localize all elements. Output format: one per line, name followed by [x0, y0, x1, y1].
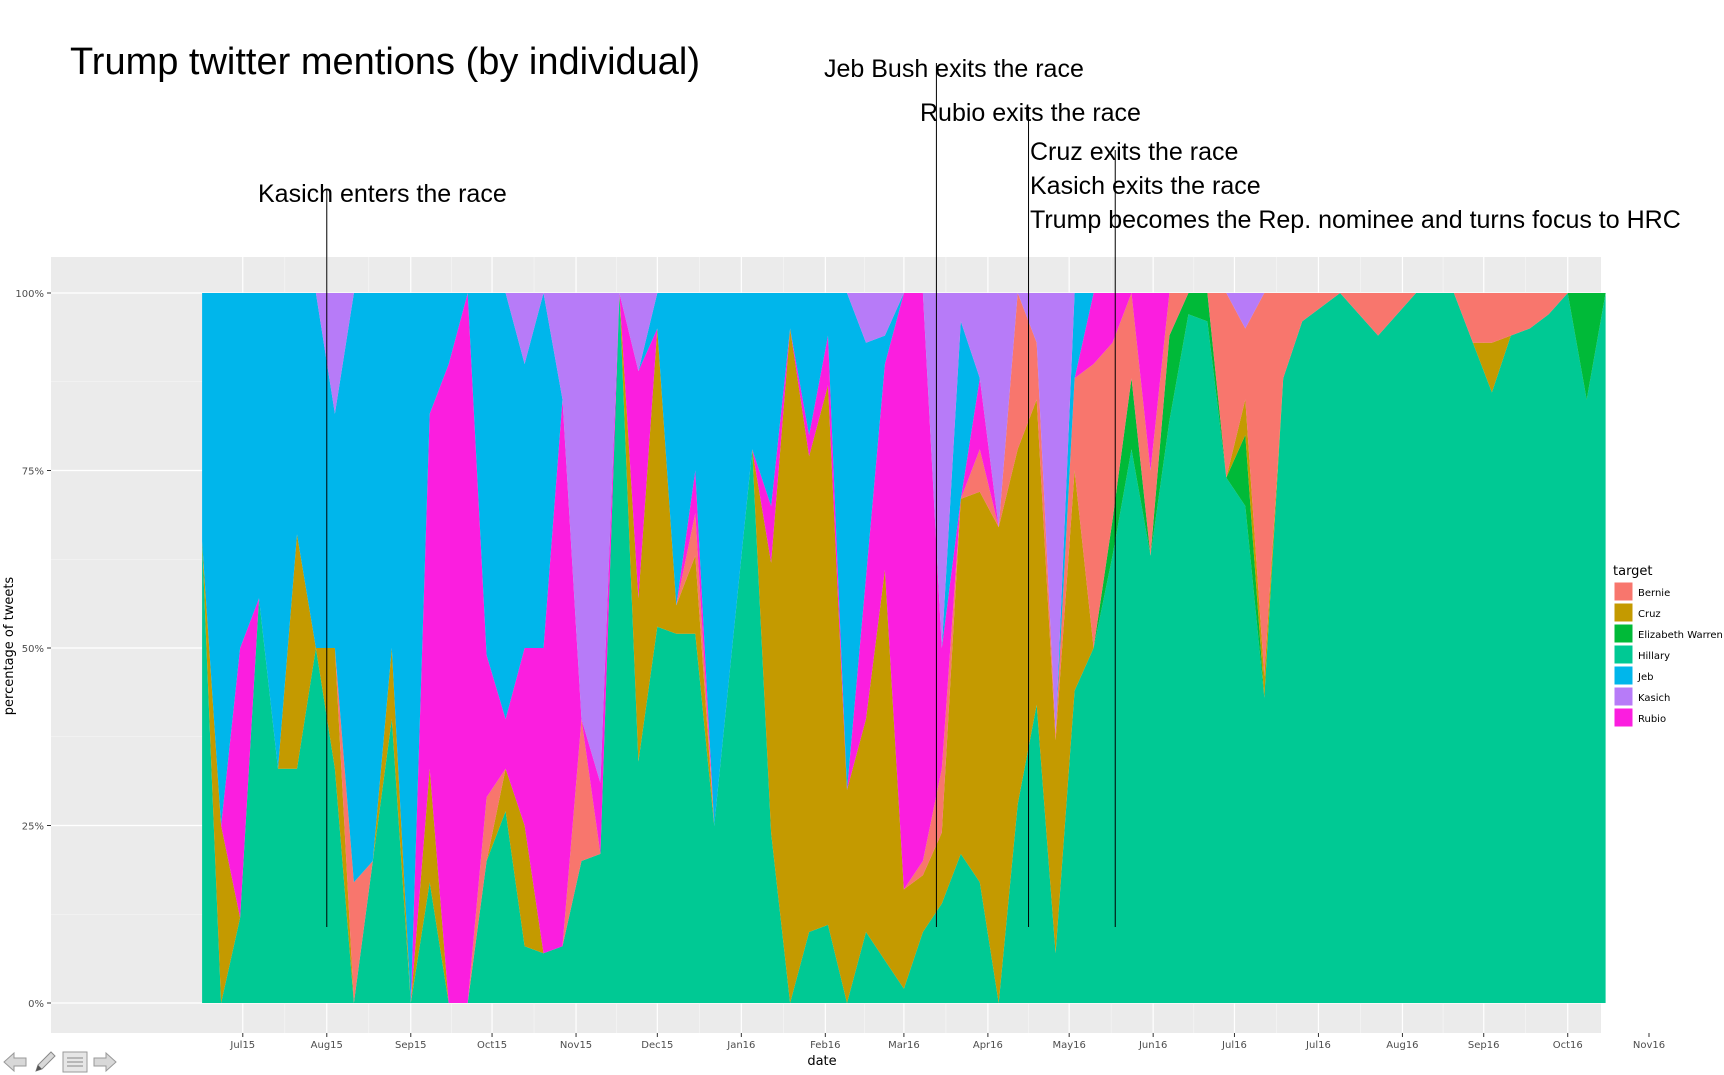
- x-tick-label-7: Feb16: [810, 1040, 840, 1051]
- legend-swatch-3: [1613, 644, 1634, 665]
- legend-swatch-4: [1613, 665, 1634, 686]
- x-axis-label: date: [807, 1054, 836, 1069]
- legend: target Bernie Cruz Elizabeth Warren Hillary…: [1613, 564, 1723, 728]
- chart-title: Trump twitter mentions (by individual): [70, 41, 700, 83]
- x-tick-label-4: Nov15: [560, 1040, 592, 1051]
- x-tick-label-8: Mar16: [888, 1040, 920, 1051]
- legend-swatch-0: [1613, 581, 1634, 602]
- legend-swatch-2: [1613, 623, 1634, 644]
- annotation-text-1-0: Jeb Bush exits the race: [824, 55, 1084, 83]
- y-tick-label-1: 25%: [22, 822, 44, 833]
- y-tick-label-4: 100%: [15, 289, 44, 300]
- arrow-left-icon[interactable]: [2, 1050, 28, 1074]
- legend-swatch-1: [1613, 602, 1634, 623]
- y-tick-label-3: 75%: [22, 467, 44, 478]
- area-hillary: [202, 293, 1606, 1003]
- annotations: Kasich enters the race Jeb Bush exits the…: [258, 55, 1681, 927]
- x-tick-label-9: Apr16: [973, 1040, 1003, 1051]
- slide-nav: [2, 1050, 118, 1074]
- y-tick-label-0: 0%: [28, 999, 44, 1010]
- legend-swatch-6: [1613, 707, 1634, 728]
- x-tick-label-0: Jul15: [229, 1040, 255, 1051]
- y-axis-label: percentage of tweets: [2, 577, 17, 716]
- x-tick-label-1: Aug15: [311, 1040, 343, 1051]
- annotation-text-3-0: Cruz exits the race: [1030, 138, 1238, 166]
- area-bernie: [202, 293, 1606, 1003]
- legend-label-6: Rubio: [1638, 714, 1666, 725]
- x-tick-label-5: Dec15: [641, 1040, 673, 1051]
- x-tick-label-15: Sep16: [1468, 1040, 1500, 1051]
- legend-swatch-5: [1613, 686, 1634, 707]
- x-tick-label-10: May16: [1052, 1040, 1085, 1051]
- x-tick-label-12: Jul16: [1221, 1040, 1247, 1051]
- legend-title: target: [1613, 564, 1653, 579]
- x-tick-label-16: Oct16: [1553, 1040, 1583, 1051]
- x-tick-label-3: Oct15: [477, 1040, 507, 1051]
- legend-label-5: Kasich: [1638, 693, 1670, 704]
- legend-label-0: Bernie: [1638, 588, 1670, 599]
- x-tick-label-13: Jul16: [1305, 1040, 1331, 1051]
- area-jeb: [202, 293, 1606, 1003]
- x-tick-label-11: Jun16: [1138, 1040, 1167, 1051]
- annotation-text-3-1: Kasich exits the race: [1030, 172, 1261, 200]
- x-tick-label-14: Aug16: [1386, 1040, 1418, 1051]
- area-rubio: [202, 293, 1606, 1003]
- legend-label-3: Hillary: [1638, 651, 1670, 662]
- annotation-text-0-0: Kasich enters the race: [258, 180, 507, 208]
- y-axis: 0% 25% 50% 75% 100%: [15, 289, 51, 1010]
- x-axis: Jul15 Aug15 Sep15 Oct15 Nov15 Dec15 Jan16 Feb16…: [229, 1033, 1665, 1051]
- legend-label-1: Cruz: [1638, 609, 1661, 620]
- area-kasich: [202, 293, 1606, 783]
- menu-icon[interactable]: [62, 1050, 88, 1074]
- pen-icon[interactable]: [32, 1050, 58, 1074]
- legend-label-4: Jeb: [1637, 672, 1653, 683]
- legend-label-2: Elizabeth Warren: [1638, 630, 1723, 641]
- x-tick-label-2: Sep15: [395, 1040, 427, 1051]
- y-tick-label-2: 50%: [22, 644, 44, 655]
- x-tick-label-17: Nov16: [1633, 1040, 1665, 1051]
- x-tick-label-6: Jan16: [726, 1040, 755, 1051]
- annotation-text-2-0: Rubio exits the race: [920, 99, 1141, 127]
- stacked-areas: [202, 293, 1606, 1003]
- arrow-right-icon[interactable]: [92, 1050, 118, 1074]
- annotation-text-3-2: Trump becomes the Rep. nominee and turns…: [1030, 206, 1681, 234]
